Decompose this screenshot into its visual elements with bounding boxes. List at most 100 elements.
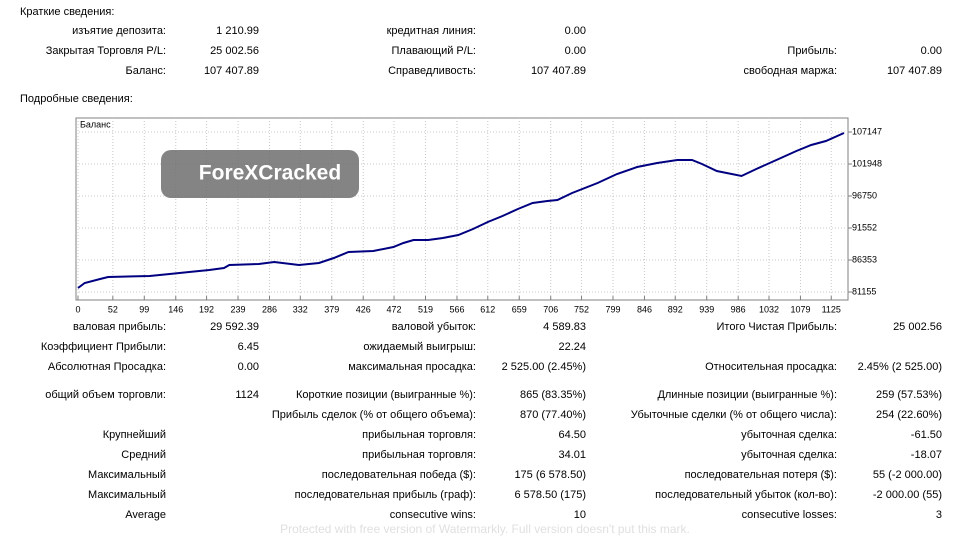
field-value: 3 <box>936 509 942 521</box>
balance-line <box>77 132 845 289</box>
details-title: Подробные сведения: <box>20 93 133 105</box>
field-label: убыточная сделка: <box>741 429 837 441</box>
y-tick-label: 86353 <box>852 254 877 264</box>
x-tick-label: 1079 <box>790 304 810 314</box>
x-tick-label: 192 <box>199 304 214 314</box>
field-label: Итого Чистая Прибыль: <box>717 321 837 333</box>
field-label: максимальная просадка: <box>348 361 476 373</box>
field-value: 107 407.89 <box>887 65 942 77</box>
y-tick-label: 96750 <box>852 190 877 200</box>
field-value: 55 (-2 000.00) <box>873 469 942 481</box>
field-value: 259 (57.53%) <box>876 389 942 401</box>
field-value: 0.00 <box>565 25 586 37</box>
field-label: Средний <box>121 449 166 461</box>
field-label: последовательный убыток (кол-во): <box>655 489 837 501</box>
x-tick-label: 799 <box>605 304 620 314</box>
field-value: 25 002.56 <box>893 321 942 333</box>
x-tick-label: 566 <box>449 304 464 314</box>
field-label: изъятие депозита: <box>72 25 166 37</box>
field-label: валовая прибыль: <box>73 321 166 333</box>
field-label: прибыльная торговля: <box>362 429 476 441</box>
field-label: Крупнейший <box>103 429 166 441</box>
x-tick-label: 706 <box>543 304 558 314</box>
x-tick-label: 519 <box>418 304 433 314</box>
field-label: Короткие позиции (выигранные %): <box>296 389 476 401</box>
logo-text: ForeXCracked <box>199 162 341 185</box>
field-value: 175 (6 578.50) <box>514 469 586 481</box>
field-label: Максимальный <box>88 469 166 481</box>
chart-label: Баланс <box>80 119 111 129</box>
field-label: валовой убыток: <box>392 321 476 333</box>
field-value: 107 407.89 <box>204 65 259 77</box>
field-value: 865 (83.35%) <box>520 389 586 401</box>
field-label: последовательная потеря ($): <box>685 469 837 481</box>
field-value: 1 210.99 <box>216 25 259 37</box>
x-tick-label: 99 <box>139 304 149 314</box>
field-value: 0.00 <box>238 361 259 373</box>
x-tick-label: 332 <box>293 304 308 314</box>
x-tick-label: 426 <box>356 304 371 314</box>
logo-badge <box>161 150 359 198</box>
field-value: -61.50 <box>911 429 942 441</box>
x-tick-label: 52 <box>108 304 118 314</box>
watermark-notice: Protected with free version of Watermark… <box>280 522 690 536</box>
x-tick-label: 846 <box>637 304 652 314</box>
field-value: 25 002.56 <box>210 45 259 57</box>
field-value: 107 407.89 <box>531 65 586 77</box>
field-value: 0.00 <box>921 45 942 57</box>
x-tick-label: 1125 <box>822 304 841 314</box>
field-value: 870 (77.40%) <box>520 409 586 421</box>
x-tick-label: 939 <box>699 304 714 314</box>
field-value: 6 578.50 (175) <box>514 489 586 501</box>
x-tick-label: 379 <box>324 304 339 314</box>
field-label: Абсолютная Просадка: <box>48 361 166 373</box>
field-label: кредитная линия: <box>387 25 476 37</box>
field-value: 29 592.39 <box>210 321 259 333</box>
field-value: 64.50 <box>558 429 586 441</box>
field-value: 1124 <box>235 389 259 401</box>
field-label: Прибыль сделок (% от общего объема): <box>272 409 476 421</box>
field-label: прибыльная торговля: <box>362 449 476 461</box>
field-label: Относительная просадка: <box>705 361 837 373</box>
field-label: Справедливость: <box>388 65 476 77</box>
chart: 81155 86353 91552 96750 101948 107147 0 52 99 146… <box>76 118 882 314</box>
field-value: 10 <box>574 509 586 521</box>
y-tick-label: 101948 <box>852 158 882 168</box>
summary-title: Краткие сведения: <box>20 6 114 18</box>
x-tick-label: 659 <box>512 304 527 314</box>
field-label: Average <box>125 509 166 521</box>
x-tick-label: 752 <box>574 304 589 314</box>
x-tick-label: 1032 <box>759 304 779 314</box>
field-label: ожидаемый выигрыш: <box>363 341 476 353</box>
field-value: -2 000.00 (55) <box>873 489 942 501</box>
field-value: 2 525.00 (2.45%) <box>502 361 586 373</box>
x-tick-label: 146 <box>168 304 183 314</box>
field-label: Коэффициент Прибыли: <box>41 341 166 353</box>
x-tick-label: 892 <box>668 304 683 314</box>
field-label: убыточная сделка: <box>741 449 837 461</box>
y-tick-label: 107147 <box>852 126 882 136</box>
field-value: 2.45% (2 525.00) <box>858 361 942 373</box>
field-label: Максимальный <box>88 489 166 501</box>
field-label: Убыточные сделки (% от общего числа): <box>631 409 837 421</box>
field-label: общий объем торговли: <box>45 389 166 401</box>
field-label: свободная маржа: <box>744 65 837 77</box>
x-tick-label: 0 <box>76 304 81 314</box>
x-tick-label: 612 <box>480 304 495 314</box>
field-value: 34.01 <box>558 449 586 461</box>
x-tick-label: 986 <box>731 304 746 314</box>
field-label: Длинные позиции (выигранные %): <box>657 389 837 401</box>
field-label: последовательная прибыль (граф): <box>295 489 476 501</box>
x-tick-label: 239 <box>231 304 246 314</box>
field-label: Баланс: <box>125 65 166 77</box>
field-value: 0.00 <box>565 45 586 57</box>
y-tick-label: 81155 <box>852 286 876 296</box>
field-value: -18.07 <box>911 449 942 461</box>
x-tick-label: 286 <box>262 304 277 314</box>
field-label: Плавающий P/L: <box>392 45 477 57</box>
field-value: 4 589.83 <box>543 321 586 333</box>
y-tick-label: 91552 <box>852 222 877 232</box>
x-tick-label: 472 <box>387 304 402 314</box>
